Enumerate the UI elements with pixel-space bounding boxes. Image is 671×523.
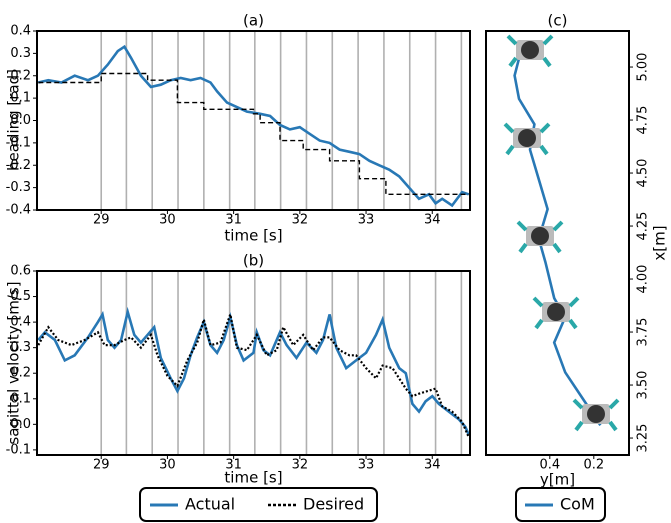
x-tick-label: 32 <box>292 458 309 473</box>
y-tick-label: 0.6 <box>10 264 31 279</box>
y-tick-label: -0.1 <box>6 135 31 150</box>
legend-box <box>515 487 606 522</box>
y-tick-label: 0.2 <box>10 68 31 83</box>
x-tick-label: 29 <box>93 213 110 228</box>
robot-icons <box>503 34 620 432</box>
legend-label: Desired <box>303 495 364 514</box>
y-tick-label: 0.2 <box>10 366 31 381</box>
y-tick-label: 0.0 <box>10 417 31 432</box>
line-series <box>37 306 470 436</box>
y-tick-label: 0.4 <box>10 24 31 39</box>
robot <box>506 34 554 68</box>
legend-label: Actual <box>185 495 235 514</box>
y-tick-label: 0.5 <box>10 289 31 304</box>
legend-box <box>139 487 378 522</box>
y-tick-label: 3.75 <box>636 318 651 347</box>
y-tick-label: 4.75 <box>636 106 651 135</box>
y-axis-label: heading [rad] <box>5 69 23 171</box>
legend-label: CoM <box>560 495 595 514</box>
y-tick-label: 0.1 <box>10 91 31 106</box>
y-tick-label: 0.3 <box>10 46 31 61</box>
robot <box>516 220 564 254</box>
x-axis-label: y[m] <box>540 471 575 489</box>
robot <box>503 122 551 156</box>
robot <box>532 296 580 330</box>
y-tick-label: -0.4 <box>6 203 31 218</box>
x-tick-label: 30 <box>159 458 176 473</box>
y-axis-label: sagittal velocity [m/s] <box>5 281 23 444</box>
y-tick-label: 0.1 <box>10 391 31 406</box>
y-tick-label: -0.1 <box>6 442 31 457</box>
x-tick-label: 31 <box>225 458 242 473</box>
x-axis-label: time [s] <box>224 469 282 487</box>
x-tick-label: 0.4 <box>539 458 560 473</box>
plot-frame <box>36 270 471 456</box>
x-tick-label: 32 <box>292 213 309 228</box>
y-tick-label: -0.2 <box>6 158 31 173</box>
y-tick-label: 0.0 <box>10 113 31 128</box>
y-tick-label: 5.00 <box>636 53 651 82</box>
y-tick-label: 4.25 <box>636 212 651 241</box>
y-tick-label: 3.25 <box>636 424 651 453</box>
x-tick-label: 31 <box>225 213 242 228</box>
plot-frame <box>36 30 471 211</box>
robot <box>572 398 620 432</box>
y-tick-label: 3.50 <box>636 371 651 400</box>
x-tick-label: 30 <box>159 213 176 228</box>
panel-title: (c) <box>548 12 568 30</box>
x-tick-label: 33 <box>358 213 375 228</box>
y-tick-label: 4.50 <box>636 159 651 188</box>
panel-title: (b) <box>243 252 264 270</box>
x-tick-label: 33 <box>358 458 375 473</box>
line-series <box>38 72 469 195</box>
y-axis-label: x[m] <box>651 225 669 260</box>
x-tick-label: 34 <box>424 458 441 473</box>
x-tick-label: 34 <box>424 213 441 228</box>
y-tick-label: 0.3 <box>10 340 31 355</box>
panel-title: (a) <box>243 12 264 30</box>
plot-frame <box>485 30 630 456</box>
x-tick-label: 0.2 <box>583 458 604 473</box>
y-tick-label: 4.00 <box>636 265 651 294</box>
y-tick-label: 0.4 <box>10 315 31 330</box>
y-tick-label: -0.3 <box>6 180 31 195</box>
line-series <box>37 310 470 438</box>
line-series <box>38 44 470 208</box>
x-axis-label: time [s] <box>224 227 282 245</box>
x-tick-label: 29 <box>93 458 110 473</box>
